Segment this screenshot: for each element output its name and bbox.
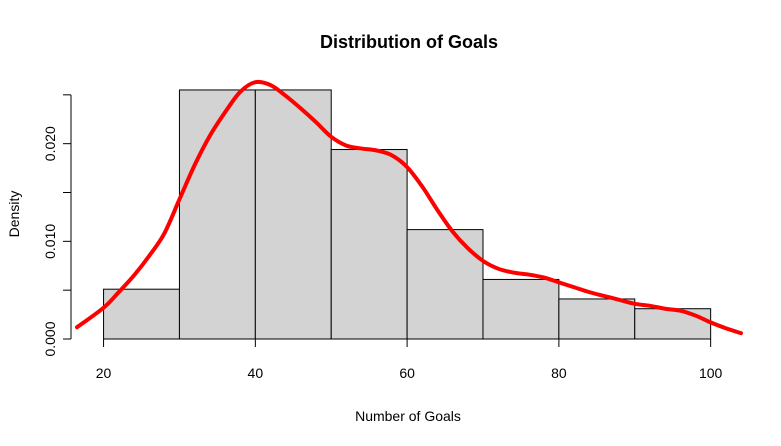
x-tick-label-80: 80 [551, 365, 567, 381]
y-tick-label-0.010: 0.010 [42, 224, 58, 259]
density-curve-layer [75, 79, 743, 336]
histogram-bar-80-90 [558, 298, 636, 340]
x-tick-label-20: 20 [96, 365, 112, 381]
histogram-bar-60-70 [406, 229, 484, 340]
density-curve [75, 79, 743, 336]
histogram-bars [103, 89, 712, 340]
y-axis-label: Density [6, 191, 22, 238]
y-axis: 0.000 0.010 0.020 [42, 94, 72, 357]
y-tick-label-0.020: 0.020 [42, 126, 58, 161]
histogram-bar-30-40 [178, 89, 256, 340]
x-tick-label-100: 100 [699, 365, 723, 381]
x-tick-label-40: 40 [248, 365, 264, 381]
y-tick-label-0.000: 0.000 [42, 321, 58, 356]
x-axis-label: Number of Goals [355, 408, 461, 424]
histogram-bar-50-60 [330, 149, 408, 340]
chart-title: Distribution of Goals [320, 32, 498, 52]
histogram-bar-90-100 [634, 308, 712, 340]
x-axis: 20 40 60 80 100 [96, 338, 723, 381]
histogram-bar-70-80 [482, 278, 560, 340]
histogram-bar-40-50 [254, 89, 332, 340]
x-tick-label-60: 60 [399, 365, 415, 381]
